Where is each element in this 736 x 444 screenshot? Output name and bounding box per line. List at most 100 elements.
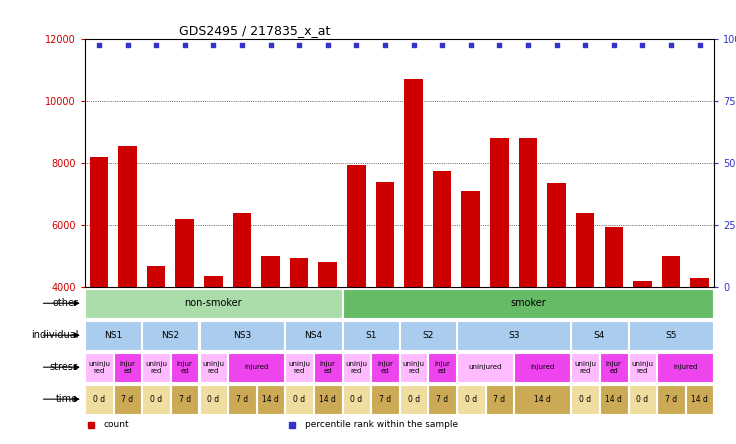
Bar (576, 213, 595, 412)
Text: uninju
red: uninju red (145, 361, 167, 374)
Point (236, 41, 248, 48)
Text: S3: S3 (508, 331, 520, 340)
Bar (314, 353, 342, 381)
Point (608, 41, 620, 48)
Bar (171, 353, 199, 381)
Text: 7 d: 7 d (436, 395, 448, 404)
Text: uninju
red: uninju red (631, 361, 654, 374)
Bar (571, 353, 599, 381)
Bar (290, 258, 308, 412)
Bar (629, 385, 656, 413)
Bar (319, 262, 337, 412)
Bar (400, 321, 456, 349)
Text: injur
ed: injur ed (320, 361, 336, 374)
Bar (114, 385, 141, 413)
Point (436, 41, 448, 48)
Text: 14 d: 14 d (606, 395, 622, 404)
Bar (457, 385, 484, 413)
Text: 0 d: 0 d (579, 395, 591, 404)
Text: 7 d: 7 d (121, 395, 134, 404)
Text: injur
ed: injur ed (120, 361, 135, 374)
Bar (143, 321, 199, 349)
Bar (343, 385, 370, 413)
Text: 7 d: 7 d (665, 395, 677, 404)
Text: injured: injured (673, 364, 698, 370)
Bar (204, 276, 223, 412)
Bar (233, 213, 251, 412)
Point (637, 41, 648, 48)
Bar (690, 278, 709, 412)
Bar (228, 385, 255, 413)
Text: uninju
red: uninju red (289, 361, 310, 374)
Bar (490, 138, 509, 412)
Bar (457, 321, 570, 349)
Text: 7 d: 7 d (179, 395, 191, 404)
Text: 7 d: 7 d (236, 395, 248, 404)
Bar (375, 182, 394, 412)
Text: 0 d: 0 d (350, 395, 362, 404)
Point (121, 41, 133, 48)
Point (579, 41, 591, 48)
Bar (400, 353, 428, 381)
Bar (519, 138, 537, 412)
Bar (171, 385, 199, 413)
Bar (428, 353, 456, 381)
Point (350, 41, 362, 48)
Bar (175, 219, 194, 412)
Bar (400, 385, 428, 413)
Text: injur
ed: injur ed (177, 361, 193, 374)
Text: 0 d: 0 d (408, 395, 420, 404)
Point (408, 41, 420, 48)
Bar (629, 353, 656, 381)
Text: S4: S4 (594, 331, 605, 340)
Text: uninju
red: uninju red (345, 361, 367, 374)
Text: percentile rank within the sample: percentile rank within the sample (305, 420, 458, 429)
Point (665, 41, 677, 48)
Bar (604, 227, 623, 412)
Point (150, 41, 162, 48)
Text: injur
ed: injur ed (606, 361, 622, 374)
Point (93, 41, 105, 48)
Text: 0 d: 0 d (464, 395, 477, 404)
Bar (657, 385, 684, 413)
Text: 0 d: 0 d (93, 395, 105, 404)
Bar (404, 79, 423, 412)
Point (208, 41, 219, 48)
Bar (371, 385, 399, 413)
Point (265, 41, 277, 48)
Text: 14 d: 14 d (534, 395, 551, 404)
Bar (143, 385, 170, 413)
Text: S5: S5 (665, 331, 677, 340)
Text: NS1: NS1 (104, 331, 122, 340)
Point (494, 41, 506, 48)
Text: 7 d: 7 d (493, 395, 506, 404)
Bar (633, 281, 651, 412)
Bar (514, 385, 570, 413)
Bar (199, 321, 284, 349)
Text: 14 d: 14 d (691, 395, 708, 404)
Bar (261, 256, 280, 412)
Text: S2: S2 (422, 331, 434, 340)
Text: NS3: NS3 (233, 331, 251, 340)
Bar (286, 321, 342, 349)
Bar (428, 385, 456, 413)
Text: smoker: smoker (510, 298, 546, 308)
Bar (90, 157, 108, 412)
Bar (85, 353, 113, 381)
Bar (257, 385, 284, 413)
Point (179, 41, 191, 48)
Text: count: count (104, 420, 129, 429)
Bar (571, 385, 599, 413)
Bar (199, 353, 227, 381)
Text: stress: stress (49, 362, 78, 372)
Text: individual: individual (31, 330, 78, 340)
Bar (343, 321, 399, 349)
Bar (199, 385, 227, 413)
Bar (457, 353, 513, 381)
Bar (486, 385, 513, 413)
Text: 0 d: 0 d (637, 395, 648, 404)
Point (522, 41, 534, 48)
Point (694, 41, 706, 48)
Point (293, 41, 305, 48)
Text: 0 d: 0 d (150, 395, 162, 404)
